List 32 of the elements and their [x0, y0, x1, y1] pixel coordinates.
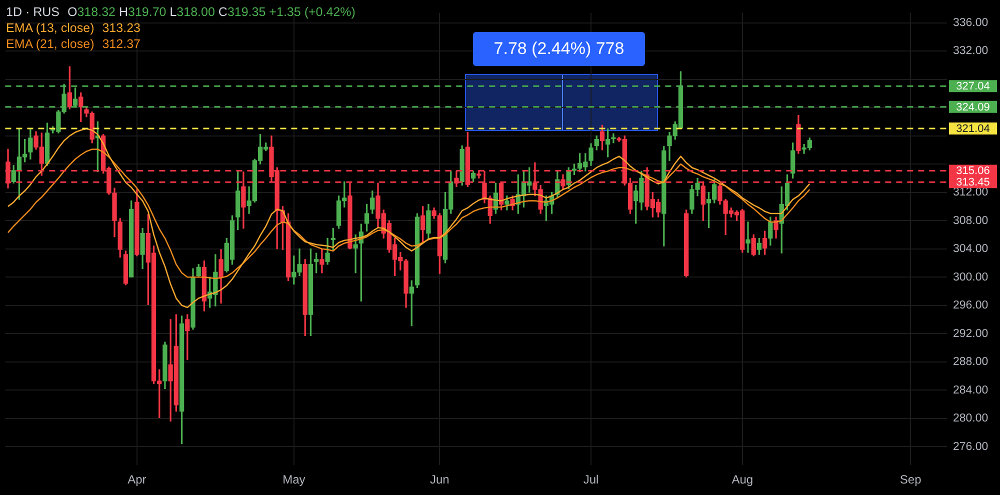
y-tick-label: 292.00: [953, 328, 988, 340]
y-tick-label: 276.00: [953, 440, 988, 453]
y-tick-label: 280.00: [953, 412, 988, 425]
candlestick: [746, 222, 750, 253]
text: O318.32 H319.70 L318.00 C319.35 +1.35 (+0.42%): [67, 5, 356, 19]
text: EMA (21, close): [6, 37, 94, 51]
y-tick-label: 288.00: [953, 356, 988, 368]
ref-line-label: 315.06: [956, 165, 990, 178]
candlestick: [611, 133, 616, 144]
annotation: 7.78 (2.44%) 778: [473, 32, 645, 66]
candlestick: [353, 234, 358, 274]
y-tick-label: 284.00: [953, 384, 988, 396]
ref-line-label: 327.04: [956, 80, 990, 93]
annotation: 313.23: [102, 21, 140, 35]
ref-line-label: 313.45: [956, 176, 990, 189]
x-tick-label: Sep: [900, 472, 922, 487]
x-tick-label: Jun: [430, 472, 450, 487]
y-tick-label: 300.00: [953, 271, 988, 284]
text: EMA (13, close): [6, 21, 94, 35]
y-tick-label: 304.00: [953, 243, 988, 256]
x-tick-label: May: [282, 472, 306, 487]
ref-line-label: 321.04: [956, 123, 990, 135]
y-tick-label: 336.00: [953, 16, 988, 29]
y-tick-label: 308.00: [953, 214, 988, 227]
x-tick-label: Apr: [128, 472, 146, 487]
annotation: 312.37: [102, 37, 140, 51]
x-tick-label: Aug: [732, 472, 754, 487]
ref-line-label: 324.09: [956, 101, 990, 114]
y-tick-label: 332.00: [953, 45, 988, 58]
chart-title: 1D · RUS: [6, 5, 60, 19]
y-tick-label: 296.00: [953, 300, 988, 312]
x-tick-label: Jul: [583, 472, 599, 487]
